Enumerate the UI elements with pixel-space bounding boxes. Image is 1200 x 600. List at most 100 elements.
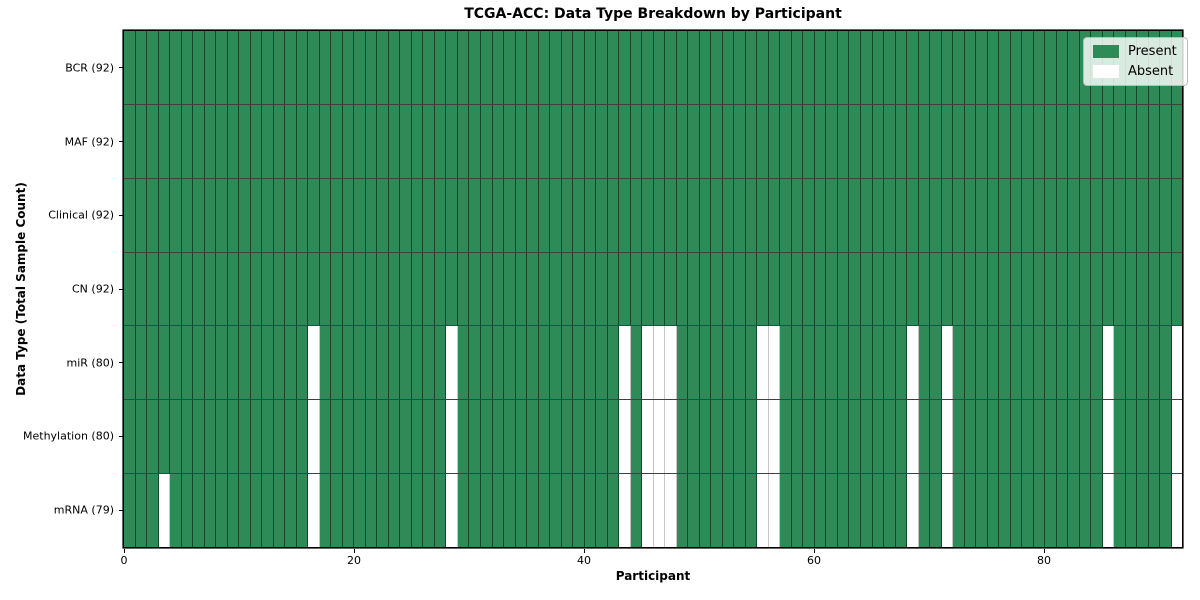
matrix-cell: [1114, 400, 1126, 474]
matrix-cell: [480, 326, 493, 400]
matrix-cell: [354, 104, 366, 178]
matrix-cell: [907, 104, 919, 178]
matrix-cell: [941, 31, 954, 104]
matrix-cell: [826, 178, 838, 252]
matrix-cell: [550, 326, 562, 400]
matrix-cell: [457, 178, 470, 252]
matrix-cell: [826, 400, 838, 474]
matrix-cell: [584, 31, 597, 104]
y-tick-mark: [119, 67, 123, 69]
matrix-cell: [918, 326, 931, 400]
matrix-cell: [342, 31, 355, 104]
matrix-cell: [400, 400, 412, 474]
matrix-cell: [342, 326, 355, 400]
matrix-cell: [527, 474, 539, 548]
matrix-cell: [814, 178, 827, 252]
matrix-cell: [964, 178, 977, 252]
matrix-cell: [699, 252, 712, 326]
matrix-cell: [262, 474, 274, 548]
matrix-cell: [170, 252, 182, 326]
matrix-cell: [135, 178, 148, 252]
matrix-cell: [1010, 400, 1023, 474]
matrix-cell: [711, 474, 723, 548]
matrix-cell: [365, 474, 378, 548]
matrix-cell: [872, 178, 885, 252]
matrix-cell: [596, 104, 608, 178]
matrix-cell: [365, 400, 378, 474]
matrix-cell: [550, 178, 562, 252]
matrix-cell: [918, 474, 931, 548]
matrix-cell: [607, 31, 620, 104]
matrix-cell: [561, 474, 574, 548]
matrix-cell: [999, 474, 1011, 548]
matrix-cell: [515, 474, 528, 548]
matrix-cell: [941, 178, 954, 252]
matrix-cell: [469, 252, 481, 326]
matrix-cell: [757, 252, 769, 326]
matrix-cell: [734, 31, 746, 104]
matrix-cell: [814, 31, 827, 104]
matrix-cell: [1160, 104, 1172, 178]
matrix-cell: [250, 400, 263, 474]
matrix-cell: [573, 178, 585, 252]
matrix-cell: [826, 31, 838, 104]
matrix-cell: [803, 400, 815, 474]
matrix-cell: [296, 400, 309, 474]
matrix-cell: [411, 326, 424, 400]
matrix-cell: [388, 252, 401, 326]
matrix-cell: [1045, 252, 1057, 326]
matrix-cell: [135, 326, 148, 400]
matrix-cell: [872, 252, 885, 326]
legend: Present Absent: [1083, 37, 1188, 86]
matrix-cell: [285, 400, 297, 474]
matrix-cell: [147, 474, 159, 548]
matrix-cell: [642, 178, 654, 252]
matrix-cell: [1102, 252, 1115, 326]
matrix-cell: [861, 252, 873, 326]
matrix-cell: [1033, 178, 1046, 252]
matrix-cell: [308, 326, 320, 400]
matrix-cell: [676, 31, 689, 104]
matrix-cell: [469, 31, 481, 104]
matrix-cell: [768, 326, 781, 400]
matrix-cell: [872, 104, 885, 178]
matrix-cell: [907, 400, 919, 474]
x-tick-label: 80: [1037, 554, 1051, 567]
matrix-cell: [1171, 252, 1183, 326]
matrix-cell: [665, 252, 677, 326]
matrix-cell: [745, 178, 758, 252]
matrix-cell: [446, 31, 458, 104]
matrix-cell: [976, 474, 988, 548]
matrix-cell: [354, 400, 366, 474]
matrix-cell: [457, 400, 470, 474]
matrix-cell: [849, 31, 861, 104]
matrix-cell: [688, 400, 700, 474]
matrix-cell: [653, 400, 666, 474]
matrix-cell: [1148, 474, 1161, 548]
matrix-cell: [239, 474, 251, 548]
matrix-cell: [388, 31, 401, 104]
matrix-cell: [308, 252, 320, 326]
matrix-cell: [619, 474, 631, 548]
y-tick-label-mrna: mRNA (79): [53, 503, 114, 517]
matrix-cell: [377, 178, 389, 252]
matrix-cell: [722, 252, 735, 326]
matrix-cell: [630, 474, 643, 548]
matrix-cell: [504, 252, 516, 326]
matrix-cell: [354, 474, 366, 548]
matrix-cell: [135, 400, 148, 474]
matrix-cell: [757, 31, 769, 104]
matrix-cell: [239, 252, 251, 326]
matrix-cell: [584, 252, 597, 326]
matrix-cell: [1079, 252, 1092, 326]
matrix-cell: [423, 104, 435, 178]
matrix-cell: [676, 400, 689, 474]
matrix-cell: [480, 474, 493, 548]
matrix-cell: [630, 104, 643, 178]
matrix-cell: [354, 252, 366, 326]
matrix-cell: [596, 178, 608, 252]
matrix-cell: [665, 400, 677, 474]
matrix-cell: [918, 178, 931, 252]
matrix-cell: [596, 474, 608, 548]
matrix-row-cn: [124, 252, 1183, 327]
